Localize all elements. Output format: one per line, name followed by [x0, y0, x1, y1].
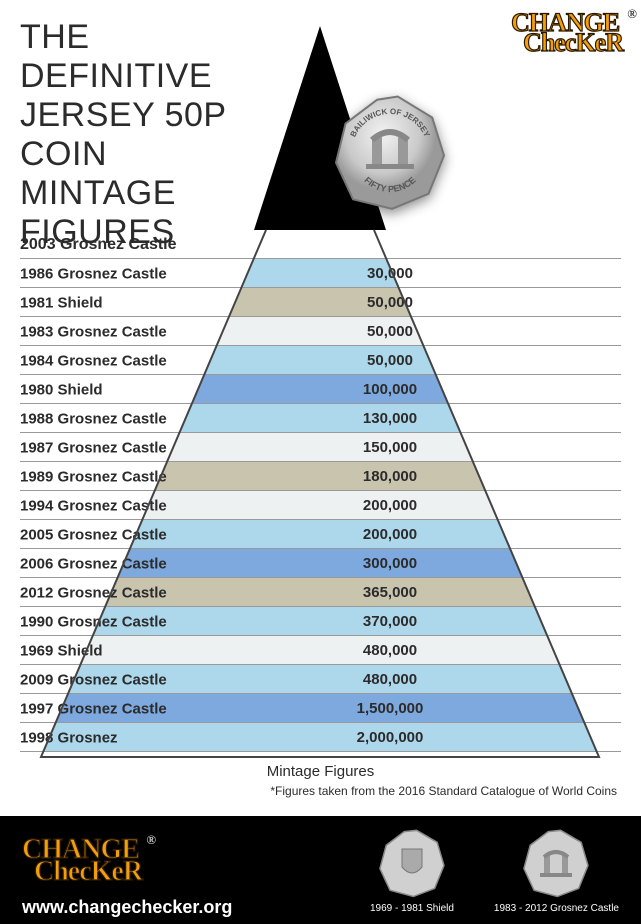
- footer-url: www.changechecker.org: [22, 897, 232, 918]
- table-row: 2005 Grosnez Castle 200,000: [0, 520, 641, 549]
- row-underline: [20, 664, 621, 665]
- row-value: 300,000: [363, 555, 417, 572]
- row-label: 2012 Grosnez Castle: [20, 584, 167, 601]
- table-row: 1969 Shield 480,000: [0, 636, 641, 665]
- row-label: 1980 Shield: [20, 381, 103, 398]
- row-value: 370,000: [363, 613, 417, 630]
- row-label: 1986 Grosnez Castle: [20, 265, 167, 282]
- row-underline: [20, 287, 621, 288]
- table-row: 2006 Grosnez Castle 300,000: [0, 549, 641, 578]
- chart-footnote: *Figures taken from the 2016 Standard Ca…: [0, 784, 617, 798]
- row-underline: [20, 490, 621, 491]
- row-label: 1989 Grosnez Castle: [20, 468, 167, 485]
- row-underline: [20, 751, 621, 752]
- row-underline: [20, 635, 621, 636]
- row-underline: [20, 548, 621, 549]
- row-value: 2,000,000: [357, 729, 424, 746]
- footer-coin-castle: 1983 - 2012 Grosnez Castle: [494, 827, 619, 914]
- row-label: 2005 Grosnez Castle: [20, 526, 167, 543]
- row-underline: [20, 693, 621, 694]
- footer-coins: 1969 - 1981 Shield 1983 - 2012 Grosnez C…: [370, 827, 619, 914]
- table-row: 1987 Grosnez Castle 150,000: [0, 433, 641, 462]
- row-label: 1984 Grosnez Castle: [20, 352, 167, 369]
- row-underline: [20, 258, 621, 259]
- row-value: 50,000: [367, 323, 413, 340]
- row-underline: [20, 374, 621, 375]
- row-label: 1969 Shield: [20, 642, 103, 659]
- row-label: 1997 Grosnez Castle: [20, 700, 167, 717]
- coin-svg: BAILIWICK OF JERSEY FIFTY PENCE: [330, 92, 450, 212]
- row-label: 2006 Grosnez Castle: [20, 555, 167, 572]
- brand-logo-footer: CHANGE ChecKeR ®: [22, 838, 142, 884]
- table-row: 1984 Grosnez Castle 50,000: [0, 346, 641, 375]
- row-value: 480,000: [363, 671, 417, 688]
- row-value: 200,000: [363, 497, 417, 514]
- row-value: 30,000: [367, 265, 413, 282]
- table-row: 1994 Grosnez Castle 200,000: [0, 491, 641, 520]
- pyramid-rows: 2003 Grosnez Castle 10,000 1986 Grosnez Ca…: [0, 230, 641, 752]
- row-underline: [20, 316, 621, 317]
- table-row: 1986 Grosnez Castle 30,000: [0, 259, 641, 288]
- table-row: 2003 Grosnez Castle 10,000: [0, 230, 641, 259]
- table-row: 1998 Grosnez 2,000,000: [0, 723, 641, 752]
- table-row: 2009 Grosnez Castle 480,000: [0, 665, 641, 694]
- row-underline: [20, 606, 621, 607]
- row-value: 150,000: [363, 439, 417, 456]
- row-label: 2003 Grosnez Castle: [20, 236, 177, 254]
- row-underline: [20, 461, 621, 462]
- row-underline: [20, 345, 621, 346]
- row-label: 1990 Grosnez Castle: [20, 613, 167, 630]
- row-label: 1981 Shield: [20, 294, 103, 311]
- chart-caption: Mintage Figures: [0, 763, 641, 780]
- table-row: 1990 Grosnez Castle 370,000: [0, 607, 641, 636]
- row-value: 1,500,000: [357, 700, 424, 717]
- row-value: 50,000: [367, 352, 413, 369]
- row-underline: [20, 432, 621, 433]
- table-row: 1997 Grosnez Castle 1,500,000: [0, 694, 641, 723]
- row-label: 1987 Grosnez Castle: [20, 439, 167, 456]
- table-row: 1980 Shield 100,000: [0, 375, 641, 404]
- row-value: 200,000: [363, 526, 417, 543]
- row-value: 180,000: [363, 468, 417, 485]
- row-value: 130,000: [363, 410, 417, 427]
- row-underline: [20, 403, 621, 404]
- coin-castle-icon: [520, 827, 592, 899]
- row-value: 480,000: [363, 642, 417, 659]
- footer-coin-shield: 1969 - 1981 Shield: [370, 827, 454, 914]
- row-value: 10,000: [367, 236, 413, 253]
- table-row: 1989 Grosnez Castle 180,000: [0, 462, 641, 491]
- row-underline: [20, 519, 621, 520]
- row-label: 1998 Grosnez: [20, 729, 118, 746]
- row-underline: [20, 722, 621, 723]
- row-value: 100,000: [363, 381, 417, 398]
- footer-coin-castle-label: 1983 - 2012 Grosnez Castle: [494, 903, 619, 914]
- footer: CHANGE ChecKeR ® www.changechecker.org 1…: [0, 816, 641, 924]
- row-label: 1994 Grosnez Castle: [20, 497, 167, 514]
- coin-shield-icon: [376, 827, 448, 899]
- row-value: 50,000: [367, 294, 413, 311]
- footer-coin-shield-label: 1969 - 1981 Shield: [370, 903, 454, 914]
- pyramid-chart: BAILIWICK OF JERSEY FIFTY PENCE 2003 Gro…: [0, 0, 641, 790]
- table-row: 2012 Grosnez Castle 365,000: [0, 578, 641, 607]
- row-label: 1983 Grosnez Castle: [20, 323, 167, 340]
- coin-image-main: BAILIWICK OF JERSEY FIFTY PENCE: [330, 92, 450, 217]
- row-underline: [20, 577, 621, 578]
- table-row: 1988 Grosnez Castle 130,000: [0, 404, 641, 433]
- table-row: 1983 Grosnez Castle 50,000: [0, 317, 641, 346]
- row-label: 2009 Grosnez Castle: [20, 671, 167, 688]
- row-label: 1988 Grosnez Castle: [20, 410, 167, 427]
- table-row: 1981 Shield 50,000: [0, 288, 641, 317]
- row-value: 365,000: [363, 584, 417, 601]
